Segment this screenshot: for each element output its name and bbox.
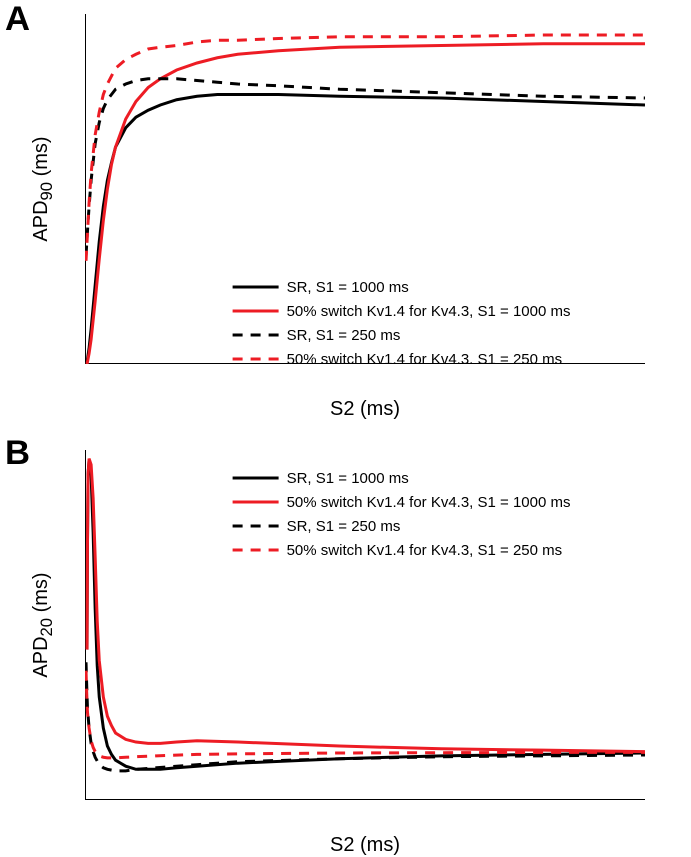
x-axis-title-a: S2 (ms) [85, 398, 645, 421]
legend-label: SR, S1 = 1000 ms [287, 279, 409, 296]
legend-label: SR, S1 = 250 ms [287, 518, 401, 535]
panel-label-a: A [5, 0, 30, 39]
legend-label: 50% switch Kv1.4 for Kv4.3, S1 = 250 ms [287, 351, 563, 364]
legend-label: SR, S1 = 250 ms [287, 327, 401, 344]
series-line [86, 35, 645, 261]
x-axis-title-b: S2 (ms) [85, 834, 645, 857]
panel-a: 50010001500200025003000150200250300SR, S… [85, 14, 645, 364]
panel-label-b: B [5, 434, 30, 473]
chart-b-svg: 50010001500200025003000510152535SR, S1 =… [85, 450, 645, 800]
legend-label: SR, S1 = 1000 ms [287, 470, 409, 487]
y-axis-title-a: APD90 (ms) [30, 14, 54, 364]
y-axis-title-b: APD20 (ms) [30, 450, 54, 800]
legend-label: 50% switch Kv1.4 for Kv4.3, S1 = 1000 ms [287, 303, 571, 320]
legend-label: 50% switch Kv1.4 for Kv4.3, S1 = 1000 ms [287, 494, 571, 511]
chart-a-svg: 50010001500200025003000150200250300SR, S… [85, 14, 645, 364]
figure-root: A 50010001500200025003000150200250300SR,… [0, 0, 691, 856]
panel-b: 50010001500200025003000510152535SR, S1 =… [85, 450, 645, 800]
series-line [86, 671, 645, 758]
series-line [87, 95, 645, 363]
series-line [86, 79, 645, 256]
legend-label: 50% switch Kv1.4 for Kv4.3, S1 = 250 ms [287, 542, 563, 559]
